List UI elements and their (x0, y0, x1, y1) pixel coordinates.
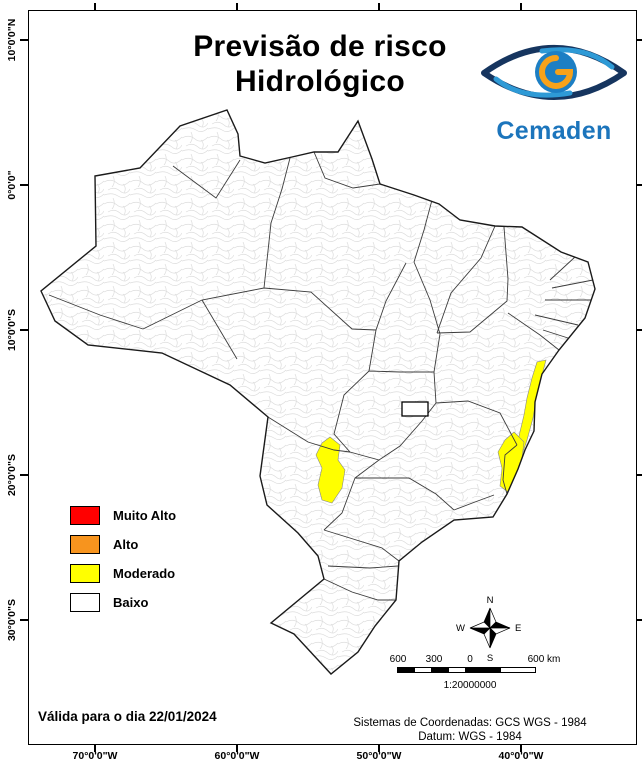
tick (20, 619, 28, 621)
scale-bar: 600 300 0 600 km 1:20000000 (390, 654, 590, 696)
title-line-1: Previsão de risco (193, 30, 447, 63)
x-axis-label: 70°0'0"W (72, 750, 118, 762)
tick (94, 745, 96, 752)
legend-item-muito-alto: Muito Alto (70, 506, 176, 525)
coordinate-system-line: Sistemas de Coordenadas: GCS WGS - 1984 (353, 717, 587, 729)
scale-label: 600 km (527, 654, 561, 665)
tick (378, 745, 380, 752)
title-line-2: Hidrológico (235, 64, 405, 98)
tick (636, 184, 642, 186)
compass-rose-icon: N S E W (456, 595, 521, 664)
tick (520, 3, 522, 10)
legend-item-moderado: Moderado (70, 564, 176, 583)
tick (636, 619, 642, 621)
scale-segment (397, 667, 415, 673)
x-axis-label: 50°0'0"W (356, 750, 402, 762)
scale-ratio: 1:20000000 (443, 680, 497, 691)
coordinate-system-note: Sistemas de Coordenadas: GCS WGS - 1984 … (348, 716, 592, 745)
risk-region-moderado-central (315, 436, 346, 504)
legend-swatch-moderado (70, 564, 100, 583)
legend-label: Moderado (113, 566, 176, 581)
validity-date: Válida para o dia 22/01/2024 (38, 709, 217, 724)
scale-segment (448, 667, 466, 673)
scale-label: 300 (425, 654, 443, 665)
y-axis-label: 0°0'0" (6, 170, 18, 200)
legend-label: Alto (113, 537, 139, 552)
tick (236, 3, 238, 10)
scale-segment (500, 667, 536, 673)
tick (378, 3, 380, 10)
cemaden-logo: Cemaden (477, 33, 631, 146)
brazil-outline (40, 109, 596, 675)
distrito-federal-box (401, 401, 429, 417)
legend-item-alto: Alto (70, 535, 176, 554)
cemaden-eye-icon (481, 45, 627, 100)
scale-bar-segments (397, 667, 536, 673)
tick (20, 39, 28, 41)
municipality-mesh (41, 110, 595, 674)
tick (236, 745, 238, 752)
risk-legend: Muito Alto Alto Moderado Baixo (70, 506, 176, 622)
x-axis-label: 40°0'0"W (498, 750, 544, 762)
state-boundaries (48, 151, 594, 601)
scale-segment (465, 667, 501, 673)
compass-s-label: S (487, 653, 493, 664)
tick (94, 3, 96, 10)
legend-swatch-baixo (70, 593, 100, 612)
y-axis-label: 10°0'0"N (6, 18, 18, 62)
legend-swatch-muito-alto (70, 506, 100, 525)
legend-item-baixo: Baixo (70, 593, 176, 612)
legend-swatch-alto (70, 535, 100, 554)
x-axis-label: 60°0'0"W (214, 750, 260, 762)
tick (636, 474, 642, 476)
y-axis-label: 30°0'0"S (6, 598, 18, 642)
compass-e-label: E (515, 623, 521, 634)
legend-label: Muito Alto (113, 508, 177, 523)
cemaden-wordmark: Cemaden (496, 117, 612, 145)
scale-label: 600 (389, 654, 407, 665)
tick (636, 329, 642, 331)
scale-segment (431, 667, 449, 673)
compass-n-label: N (487, 595, 494, 606)
scale-label: 0 (467, 654, 473, 665)
compass-w-label: W (456, 623, 465, 634)
tick (636, 39, 642, 41)
y-axis-label: 10°0'0"S (6, 308, 18, 352)
tick (520, 745, 522, 752)
page-title: Previsão de risco Hidrológico (130, 30, 510, 99)
legend-label: Baixo (113, 595, 149, 610)
tick (20, 184, 28, 186)
tick (20, 329, 28, 331)
tick (20, 474, 28, 476)
datum-line: Datum: WGS - 1984 (418, 731, 522, 744)
scale-segment (414, 667, 432, 673)
y-axis-label: 20°0'0"S (6, 453, 18, 497)
north-arrow: N S E W (450, 592, 530, 673)
